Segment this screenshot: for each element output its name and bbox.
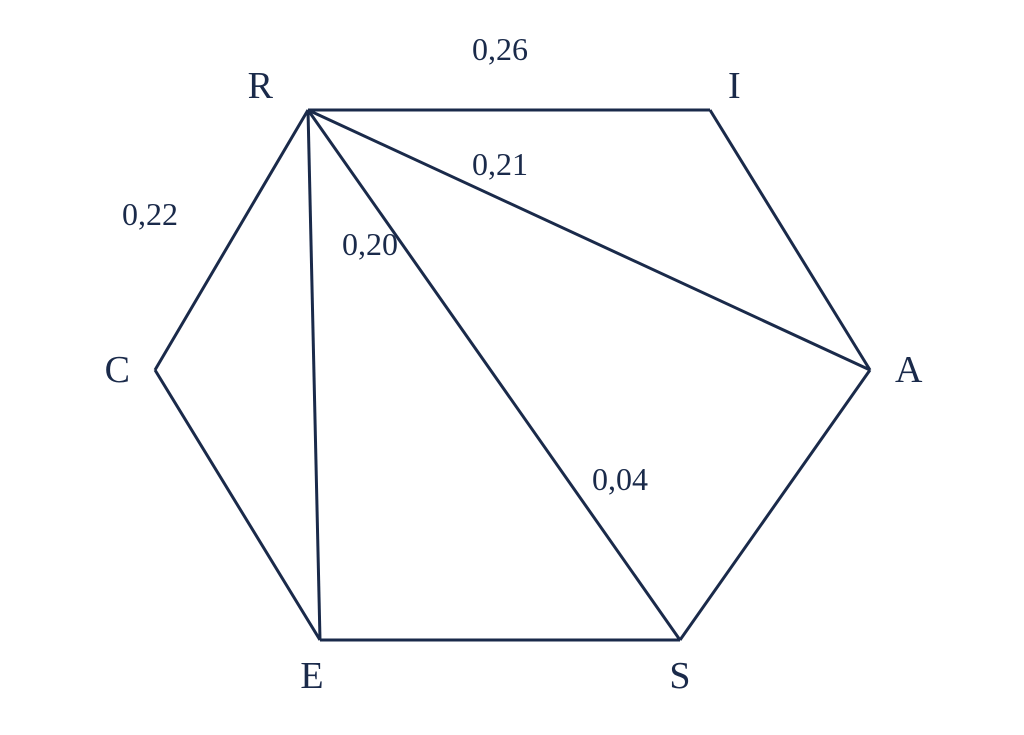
edge-label-R-A: 0,21 xyxy=(472,146,528,182)
edge-R-E xyxy=(308,110,320,640)
vertex-label-S: S xyxy=(669,655,690,697)
edge-label-C-R: 0,22 xyxy=(122,196,178,232)
edge-label-R-I: 0,26 xyxy=(472,31,528,67)
vertex-label-E: E xyxy=(300,655,323,697)
edge-E-C xyxy=(155,370,320,640)
vertex-label-I: I xyxy=(728,65,741,107)
edge-R-S xyxy=(308,110,680,640)
vertex-label-A: A xyxy=(895,349,923,391)
vertex-label-C: C xyxy=(105,349,130,391)
vertex-label-R: R xyxy=(248,65,274,107)
edge-I-A xyxy=(710,110,870,370)
edge-C-R xyxy=(155,110,308,370)
edge-label-R-E: 0,20 xyxy=(342,226,398,262)
riasec-hexagon-diagram: 0,26 0,22 0,21 0,04 0,20 R I A S E C xyxy=(0,0,1024,735)
edge-label-R-S: 0,04 xyxy=(592,461,648,497)
edge-A-S xyxy=(680,370,870,640)
